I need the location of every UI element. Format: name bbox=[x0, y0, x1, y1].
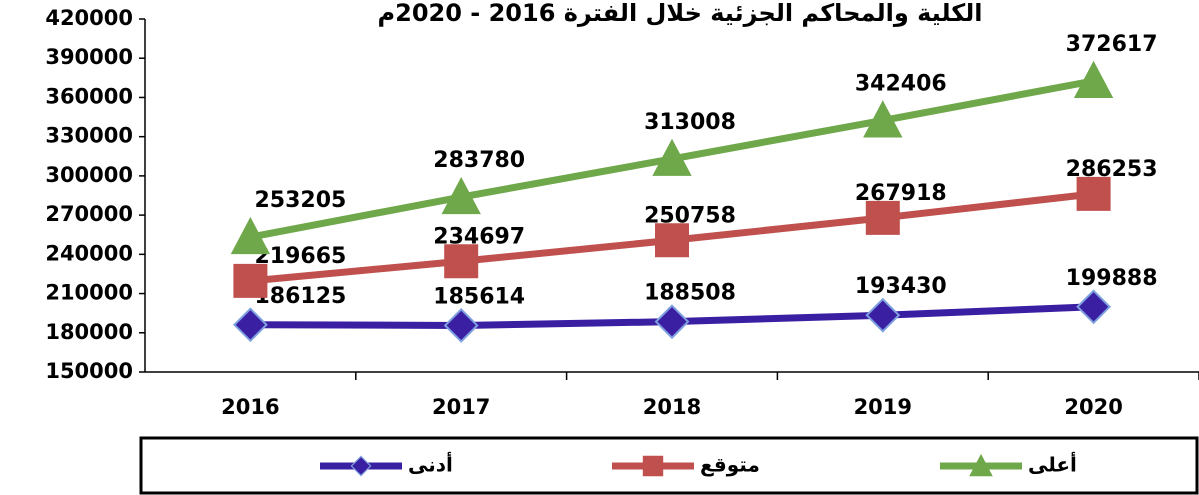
y-tick-label: 420000 bbox=[45, 6, 133, 30]
data-label: 372617 bbox=[1066, 32, 1158, 57]
data-label: 219665 bbox=[254, 244, 346, 269]
legend-label: متوقع bbox=[700, 453, 760, 477]
point-marker bbox=[1076, 289, 1112, 325]
legend-label: أدنى bbox=[408, 451, 453, 477]
data-label: 283780 bbox=[433, 148, 525, 173]
x-tick-label: 2018 bbox=[643, 395, 701, 419]
chart-title: الكلية والمحاكم الجزئية خلال الفترة 2016… bbox=[378, 0, 983, 27]
point-marker bbox=[655, 223, 689, 258]
x-tick-label: 2020 bbox=[1064, 395, 1122, 419]
y-tick-label: 270000 bbox=[45, 202, 133, 226]
y-tick-label: 150000 bbox=[45, 359, 133, 383]
y-tick-label: 180000 bbox=[45, 320, 133, 344]
legend-marker bbox=[969, 453, 993, 477]
point-marker bbox=[863, 100, 903, 138]
x-tick-label: 2019 bbox=[854, 395, 912, 419]
x-tick-label: 2017 bbox=[432, 395, 490, 419]
data-label: 193430 bbox=[855, 274, 947, 299]
data-label: 185614 bbox=[433, 284, 525, 309]
data-label: 199888 bbox=[1066, 266, 1158, 291]
point-marker bbox=[1076, 176, 1111, 211]
legend-marker bbox=[642, 455, 664, 477]
y-tick-label: 330000 bbox=[45, 124, 133, 148]
point-marker bbox=[444, 244, 479, 279]
point-marker bbox=[1073, 60, 1114, 98]
data-label: 267918 bbox=[855, 181, 947, 206]
y-tick-label: 390000 bbox=[45, 45, 133, 69]
y-tick-label: 360000 bbox=[45, 84, 133, 108]
x-tick-label: 2016 bbox=[221, 395, 279, 419]
point-marker bbox=[865, 200, 900, 235]
point-marker bbox=[230, 216, 271, 255]
data-label: 186125 bbox=[254, 284, 346, 309]
point-marker bbox=[443, 308, 479, 343]
data-label: 234697 bbox=[433, 224, 525, 249]
data-label: 342406 bbox=[855, 71, 947, 96]
data-label: 250758 bbox=[644, 203, 736, 228]
point-marker bbox=[654, 304, 690, 340]
point-marker bbox=[233, 263, 268, 298]
y-tick-label: 300000 bbox=[45, 163, 133, 187]
data-label: 286253 bbox=[1066, 157, 1158, 182]
data-label: 313008 bbox=[644, 110, 736, 135]
point-marker bbox=[232, 307, 268, 343]
legend-box bbox=[139, 436, 1199, 495]
legend-label: أعلى bbox=[1028, 451, 1077, 477]
y-tick-label: 240000 bbox=[45, 241, 133, 265]
point-marker bbox=[441, 176, 481, 215]
point-marker bbox=[865, 297, 901, 333]
y-tick-label: 210000 bbox=[45, 281, 133, 305]
legend-marker bbox=[350, 455, 372, 477]
point-marker bbox=[652, 138, 692, 176]
data-label: 188508 bbox=[644, 281, 736, 306]
data-label: 253205 bbox=[254, 188, 346, 213]
